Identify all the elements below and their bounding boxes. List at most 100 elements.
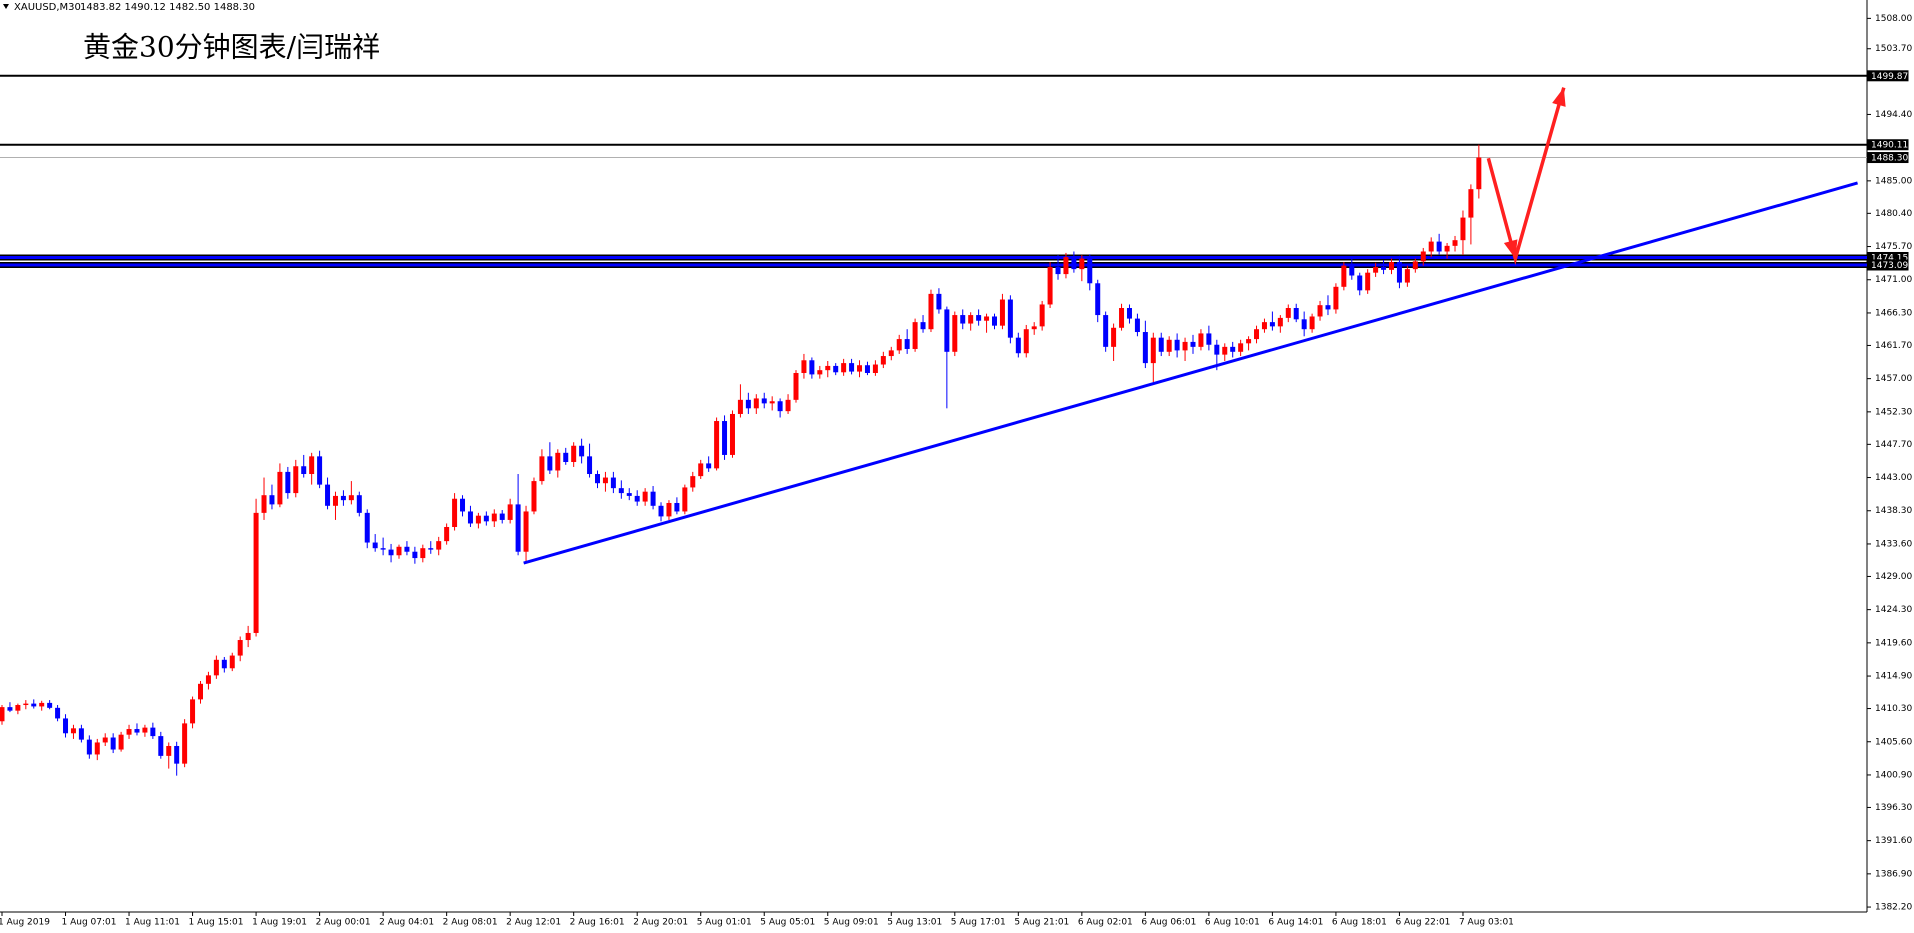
candle-body bbox=[1277, 317, 1283, 327]
y-tick-label: 1396.30 bbox=[1875, 803, 1912, 813]
candle-body bbox=[825, 365, 831, 371]
candle-body bbox=[39, 702, 45, 707]
candle-body bbox=[269, 495, 275, 505]
candle-body bbox=[952, 315, 958, 352]
candle-body bbox=[1301, 319, 1307, 330]
candle-body bbox=[1436, 241, 1442, 252]
candle-body bbox=[1468, 189, 1474, 218]
candle-body bbox=[1047, 267, 1053, 305]
candle-body bbox=[483, 515, 489, 522]
chart-title: 黄金30分钟图表/闫瑞祥 bbox=[83, 31, 380, 64]
candle-body bbox=[388, 549, 394, 556]
candle-body bbox=[285, 471, 291, 494]
candle-body bbox=[1254, 329, 1260, 340]
x-tick-label: 2 Aug 00:01 bbox=[316, 918, 371, 928]
candle-body bbox=[460, 498, 466, 512]
candle-body bbox=[1285, 308, 1291, 318]
candle-body bbox=[102, 737, 108, 743]
candle-body bbox=[992, 316, 997, 326]
x-tick-label: 1 Aug 15:01 bbox=[189, 918, 244, 928]
candle-body bbox=[301, 466, 307, 475]
x-tick-label: 6 Aug 02:01 bbox=[1078, 918, 1133, 928]
y-tick-label: 1405.60 bbox=[1875, 737, 1912, 747]
candle-body bbox=[475, 515, 481, 524]
candle-body bbox=[1349, 265, 1355, 276]
candle-body bbox=[642, 491, 648, 502]
y-tick-label: 1508.00 bbox=[1875, 14, 1912, 24]
candle-body bbox=[110, 737, 116, 750]
candle-body bbox=[595, 474, 600, 484]
candle-body bbox=[174, 745, 180, 764]
candle-body bbox=[610, 477, 616, 489]
candle-body bbox=[94, 742, 100, 755]
candle-body bbox=[920, 322, 926, 330]
candle-body bbox=[1452, 240, 1458, 246]
candle-body bbox=[428, 548, 434, 550]
candle-body bbox=[857, 365, 863, 372]
level-label: 1488.30 bbox=[1871, 154, 1908, 164]
candle-body bbox=[634, 495, 640, 502]
candle-body bbox=[658, 505, 664, 517]
trendline bbox=[523, 181, 1858, 565]
candle-body bbox=[412, 551, 418, 559]
candle-body bbox=[507, 504, 513, 520]
candle-body bbox=[325, 484, 331, 506]
candle-body bbox=[944, 309, 950, 352]
candle-body bbox=[587, 456, 593, 475]
candle-body bbox=[928, 293, 934, 330]
candle-body bbox=[880, 356, 886, 365]
candle-body bbox=[1190, 341, 1196, 347]
candle-body bbox=[1007, 299, 1013, 338]
candle-body bbox=[1230, 346, 1236, 352]
candle-body bbox=[1357, 275, 1363, 291]
candle-body bbox=[809, 360, 815, 375]
candle-body bbox=[7, 707, 13, 711]
y-tick-label: 1466.30 bbox=[1875, 308, 1912, 318]
candle-body bbox=[1365, 272, 1371, 291]
level-label: 1490.11 bbox=[1871, 141, 1908, 151]
candle-body bbox=[499, 513, 505, 520]
candle-body bbox=[968, 315, 974, 324]
candle-body bbox=[1325, 305, 1331, 310]
x-tick-label: 5 Aug 09:01 bbox=[824, 918, 879, 928]
level-label: 1499.87 bbox=[1871, 72, 1908, 82]
candle-body bbox=[515, 504, 521, 552]
y-tick-label: 1429.00 bbox=[1875, 572, 1912, 582]
candle-body bbox=[706, 463, 712, 469]
candle-body bbox=[1134, 318, 1140, 333]
candle-body bbox=[356, 495, 362, 513]
level-label-box bbox=[1867, 70, 1909, 82]
candle-body bbox=[213, 659, 219, 676]
level-label-box bbox=[1867, 152, 1909, 164]
candle-body bbox=[999, 299, 1005, 326]
candle-body bbox=[896, 339, 902, 351]
candle-body bbox=[205, 675, 211, 684]
menu-triangle bbox=[3, 4, 9, 9]
candle-body bbox=[531, 481, 537, 512]
candle-body bbox=[221, 659, 227, 669]
y-tick-label: 1382.20 bbox=[1875, 903, 1912, 913]
y-tick-label: 1475.70 bbox=[1875, 242, 1912, 252]
candle-body bbox=[1261, 322, 1267, 330]
candle-body bbox=[777, 401, 783, 412]
candle-body bbox=[23, 703, 29, 706]
candle-body bbox=[618, 488, 624, 494]
candle-body bbox=[1420, 251, 1426, 262]
candle-body bbox=[261, 495, 267, 513]
candle-body bbox=[793, 372, 799, 400]
candle-body bbox=[714, 421, 720, 469]
y-tick-label: 1503.70 bbox=[1875, 44, 1912, 54]
y-tick-label: 1424.30 bbox=[1875, 605, 1912, 615]
y-tick-label: 1452.30 bbox=[1875, 407, 1912, 417]
candle-body bbox=[364, 512, 370, 543]
candle-body bbox=[1166, 339, 1172, 352]
candle-body bbox=[1063, 257, 1069, 275]
y-tick-label: 1471.00 bbox=[1875, 275, 1912, 285]
candle-body bbox=[31, 703, 37, 707]
candle-body bbox=[317, 456, 323, 485]
candle-body bbox=[372, 542, 378, 549]
candle-body bbox=[404, 546, 410, 552]
candle-body bbox=[491, 513, 497, 522]
candle-body bbox=[912, 322, 918, 349]
